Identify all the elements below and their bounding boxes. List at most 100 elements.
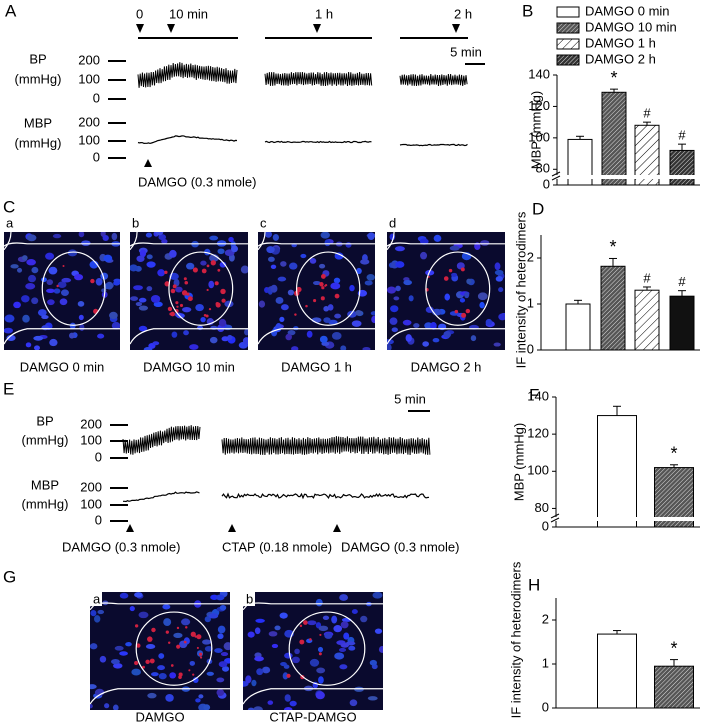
nucleus <box>219 261 227 268</box>
scale-label: 5 min <box>450 44 482 59</box>
signal <box>220 288 226 295</box>
nucleus <box>372 592 383 599</box>
arrow-down <box>313 24 321 33</box>
signal <box>165 630 169 634</box>
nucleus <box>114 645 124 651</box>
trace-tick-label: 0 <box>93 90 100 105</box>
outline <box>168 251 234 326</box>
y-tick-label: 100 <box>528 129 550 144</box>
y-tick-label: 2 <box>527 249 534 264</box>
nucleus <box>498 287 504 293</box>
outline <box>130 242 248 247</box>
nucleus <box>339 594 349 601</box>
nucleus <box>254 627 261 635</box>
time-label: 10 min <box>169 6 208 21</box>
nucleus <box>90 703 93 709</box>
signal <box>214 281 219 286</box>
nucleus <box>202 639 212 645</box>
nucleus <box>315 691 325 700</box>
signal <box>454 309 459 314</box>
nucleus <box>245 675 252 684</box>
nucleus <box>90 643 98 650</box>
nucleus <box>242 337 248 345</box>
nucleus <box>349 284 355 292</box>
nucleus <box>104 703 110 709</box>
nucleus <box>356 267 362 275</box>
nucleus <box>316 667 326 674</box>
nucleus <box>430 322 437 330</box>
nucleus <box>48 266 58 275</box>
nucleus <box>13 301 21 309</box>
nucleus <box>175 286 183 293</box>
signal <box>149 658 155 664</box>
trace-tick-label: 0 <box>95 449 102 464</box>
outline <box>387 242 505 247</box>
y-tick-label: 2 <box>542 611 549 626</box>
nucleus <box>150 295 161 303</box>
nucleus <box>362 347 371 350</box>
nucleus <box>97 333 105 339</box>
nucleus <box>198 694 204 699</box>
nucleus <box>324 632 333 639</box>
y-axis-label: MBP (mmHg) <box>511 423 526 501</box>
signal <box>305 304 308 308</box>
trace-axis-label: (mmHg) <box>22 432 69 447</box>
nucleus <box>41 314 49 320</box>
nucleus <box>230 245 239 253</box>
signal <box>320 296 325 301</box>
nucleus <box>364 280 373 286</box>
nucleus <box>215 594 225 601</box>
nucleus <box>328 319 338 325</box>
nucleus <box>355 310 362 316</box>
nucleus <box>277 276 287 282</box>
trace-axis-label: (mmHg) <box>22 496 69 511</box>
nucleus <box>61 277 72 283</box>
signal <box>324 284 327 287</box>
signal <box>183 640 187 644</box>
nucleus <box>274 625 281 631</box>
nucleus <box>216 688 225 697</box>
nucleus <box>49 338 58 347</box>
signal <box>178 675 182 679</box>
nucleus <box>394 246 405 252</box>
nucleus <box>387 286 397 294</box>
nucleus <box>78 232 85 238</box>
nucleus <box>161 239 168 244</box>
nucleus <box>208 613 219 619</box>
nucleus <box>59 298 68 306</box>
nucleus <box>340 621 349 629</box>
nucleus <box>157 269 165 277</box>
nucleus <box>138 325 148 332</box>
nucleus <box>247 631 255 638</box>
nucleus <box>157 665 165 671</box>
nucleus <box>340 345 347 350</box>
mbp-trace <box>264 140 372 144</box>
image-caption: DAMGO 10 min <box>143 359 235 374</box>
nucleus <box>162 604 171 610</box>
panel-label: F <box>529 385 539 404</box>
nucleus <box>449 245 460 251</box>
nucleus <box>31 297 39 305</box>
nucleus <box>466 278 472 285</box>
outline <box>258 242 375 247</box>
nucleus <box>338 647 347 652</box>
nucleus <box>200 316 206 323</box>
signal <box>217 268 221 272</box>
time-label: 1 h <box>315 6 333 21</box>
signal <box>448 268 453 273</box>
panel-label: C <box>3 197 15 216</box>
nucleus <box>146 286 153 292</box>
nucleus <box>360 615 368 623</box>
nucleus <box>293 326 299 331</box>
signal <box>164 270 168 274</box>
nucleus <box>390 305 399 313</box>
nucleus <box>111 659 120 665</box>
micrograph <box>130 232 248 350</box>
nucleus <box>294 648 300 655</box>
significance: * <box>670 638 677 658</box>
signal <box>190 631 196 637</box>
signal <box>192 673 195 676</box>
nucleus <box>145 643 156 650</box>
signal <box>461 312 467 318</box>
